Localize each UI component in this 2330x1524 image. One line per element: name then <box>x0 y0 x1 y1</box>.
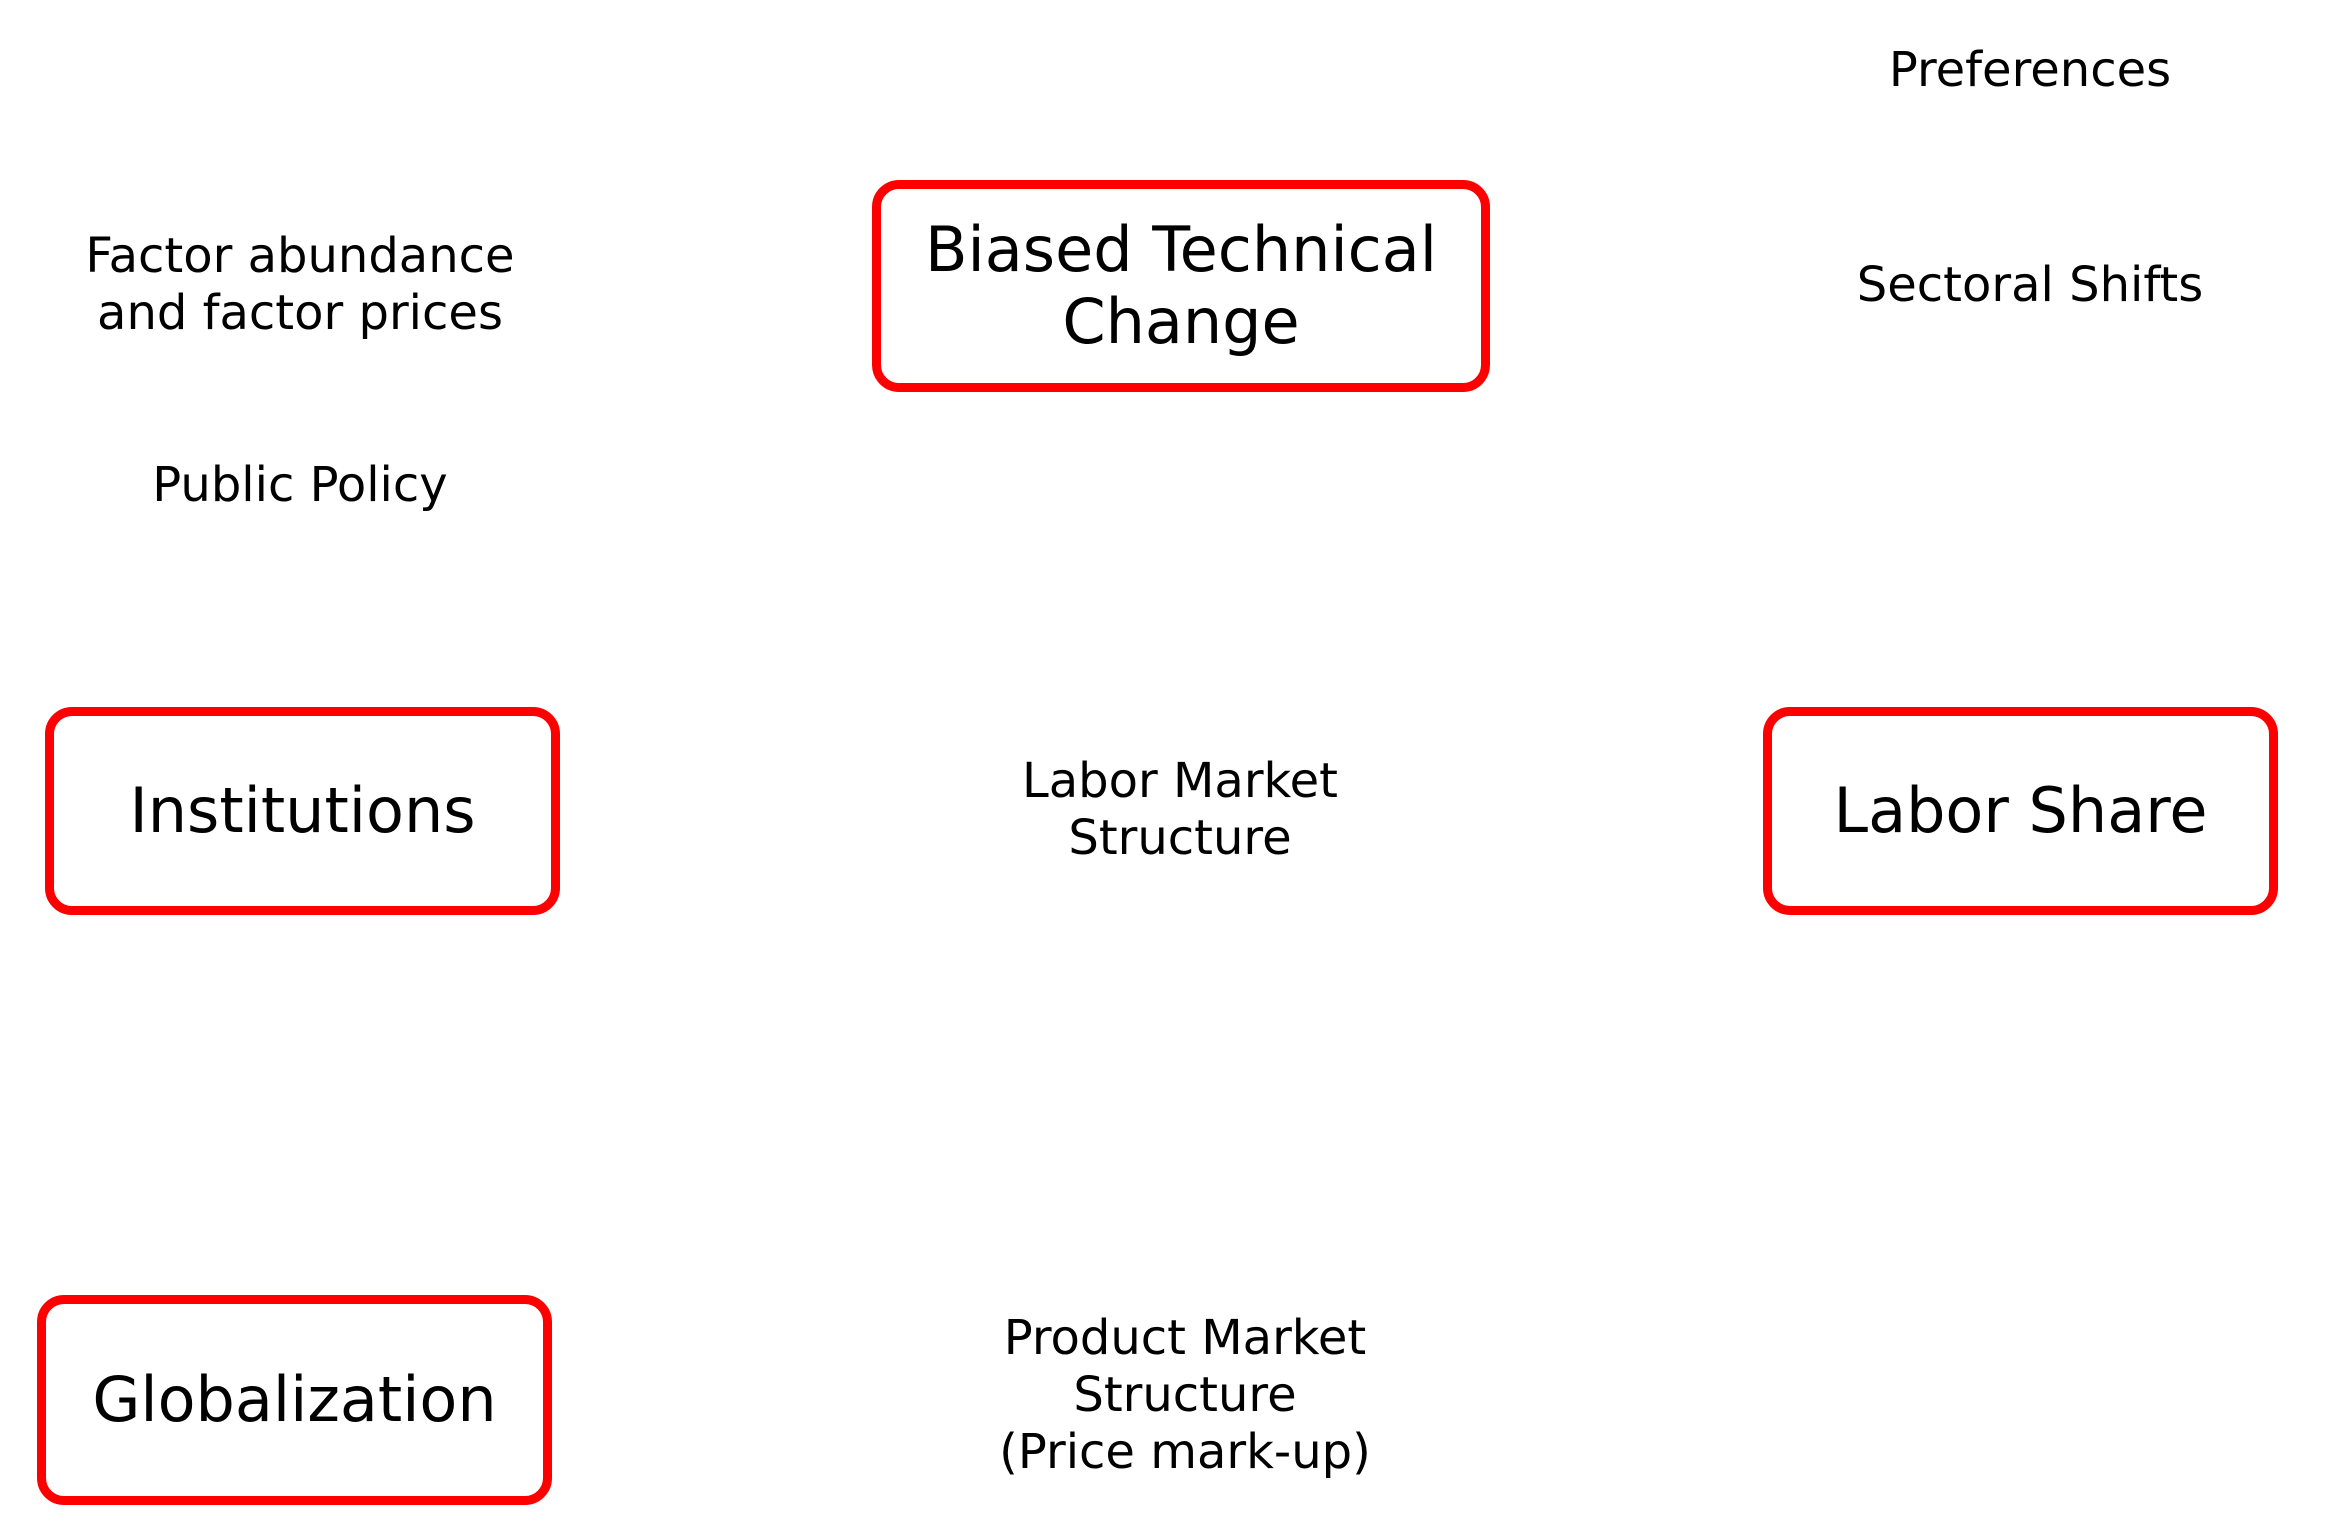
institutions-box: Institutions <box>45 707 560 915</box>
preferences-label: Preferences <box>1888 41 2172 98</box>
labor-share-box: Labor Share <box>1763 707 2278 915</box>
sectoral-shifts-label: Sectoral Shifts <box>1856 256 2204 313</box>
factor-abundance-label: Factor abundance and factor prices <box>85 228 515 341</box>
biased-technical-change-box: Biased Technical Change <box>872 180 1490 392</box>
public-policy-label: Public Policy <box>152 456 448 513</box>
labor-market-structure-label: Labor Market Structure <box>1022 753 1338 866</box>
globalization-box: Globalization <box>37 1295 552 1505</box>
product-market-structure-label: Product Market Structure (Price mark-up) <box>999 1309 1371 1480</box>
